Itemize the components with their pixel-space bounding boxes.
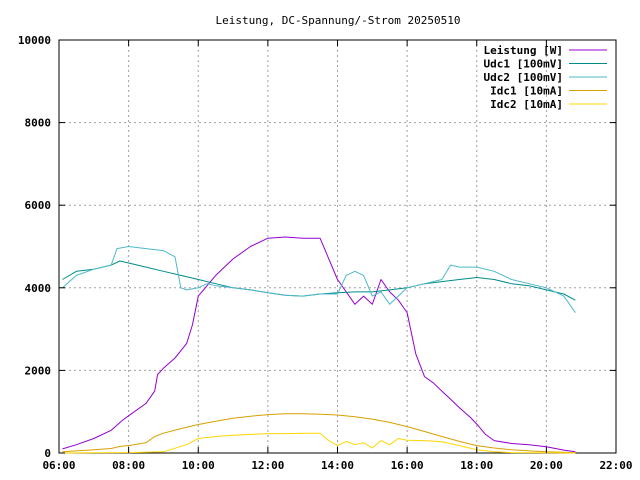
y-tick-label: 8000 — [25, 117, 52, 130]
y-tick-label: 10000 — [18, 34, 51, 47]
x-tick-label: 12:00 — [251, 459, 284, 472]
series-line-leistung-w — [62, 236, 576, 453]
y-tick-label: 4000 — [25, 282, 52, 295]
y-tick-label: 2000 — [25, 364, 52, 377]
legend: Leistung [W]Udc1 [100mV]Udc2 [100mV]Idc1… — [484, 44, 607, 111]
series-layer — [62, 236, 576, 454]
tick-layer: 06:00 08:00 10:00 12:00 14:00 16:00 18:00 20:00… — [18, 34, 633, 472]
legend-label-leistung-w: Leistung [W] — [484, 44, 563, 57]
legend-label-udc2-100mv: Udc2 [100mV] — [484, 71, 563, 84]
x-tick-label: 18:00 — [460, 459, 493, 472]
chart-title: Leistung, DC-Spannung/-Strom 20250510 — [215, 14, 460, 27]
legend-label-idc1-10ma: Idc1 [10mA] — [490, 85, 563, 98]
series-line-idc2-10ma — [62, 432, 576, 454]
series-line-udc2-100mv — [62, 246, 576, 313]
x-tick-label: 14:00 — [321, 459, 354, 472]
x-tick-label: 20:00 — [530, 459, 563, 472]
legend-label-idc2-10ma: Idc2 [10mA] — [490, 98, 563, 111]
legend-label-udc1-100mv: Udc1 [100mV] — [484, 58, 563, 71]
series-line-idc1-10ma — [62, 413, 576, 454]
x-tick-label: 16:00 — [391, 459, 424, 472]
x-tick-label: 22:00 — [599, 459, 632, 472]
x-tick-label: 08:00 — [112, 459, 145, 472]
y-tick-label: 6000 — [25, 199, 52, 212]
y-tick-label: 0 — [44, 447, 51, 460]
x-tick-label: 06:00 — [42, 459, 75, 472]
x-tick-label: 10:00 — [182, 459, 215, 472]
